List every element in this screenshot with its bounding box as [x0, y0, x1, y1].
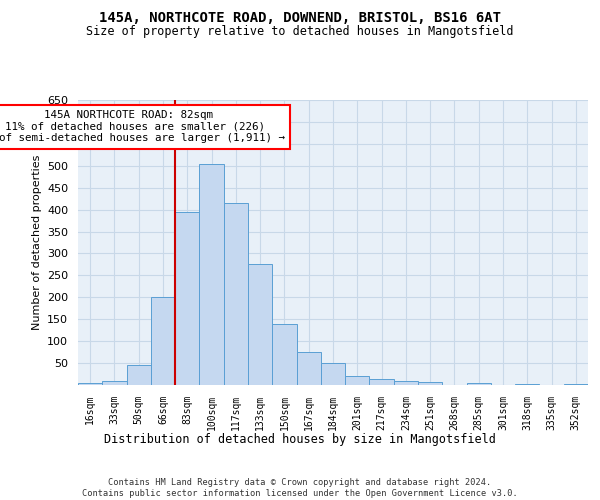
- Bar: [151, 298, 175, 385]
- Y-axis label: Number of detached properties: Number of detached properties: [32, 155, 41, 330]
- Bar: [467, 383, 491, 385]
- Bar: [224, 203, 248, 385]
- Text: Distribution of detached houses by size in Mangotsfield: Distribution of detached houses by size …: [104, 432, 496, 446]
- Bar: [515, 384, 539, 385]
- Text: 145A, NORTHCOTE ROAD, DOWNEND, BRISTOL, BS16 6AT: 145A, NORTHCOTE ROAD, DOWNEND, BRISTOL, …: [99, 11, 501, 25]
- Bar: [321, 363, 345, 385]
- Bar: [394, 382, 418, 385]
- Bar: [102, 380, 127, 385]
- Text: Size of property relative to detached houses in Mangotsfield: Size of property relative to detached ho…: [86, 25, 514, 38]
- Bar: [78, 383, 102, 385]
- Bar: [248, 264, 272, 385]
- Text: 145A NORTHCOTE ROAD: 82sqm
← 11% of detached houses are smaller (226)
89% of sem: 145A NORTHCOTE ROAD: 82sqm ← 11% of deta…: [0, 110, 285, 144]
- Bar: [296, 352, 321, 385]
- Bar: [370, 380, 394, 385]
- Bar: [564, 384, 588, 385]
- Text: Contains HM Land Registry data © Crown copyright and database right 2024.
Contai: Contains HM Land Registry data © Crown c…: [82, 478, 518, 498]
- Bar: [127, 366, 151, 385]
- Bar: [199, 164, 224, 385]
- Bar: [175, 212, 199, 385]
- Bar: [345, 376, 370, 385]
- Bar: [418, 382, 442, 385]
- Bar: [272, 324, 296, 385]
